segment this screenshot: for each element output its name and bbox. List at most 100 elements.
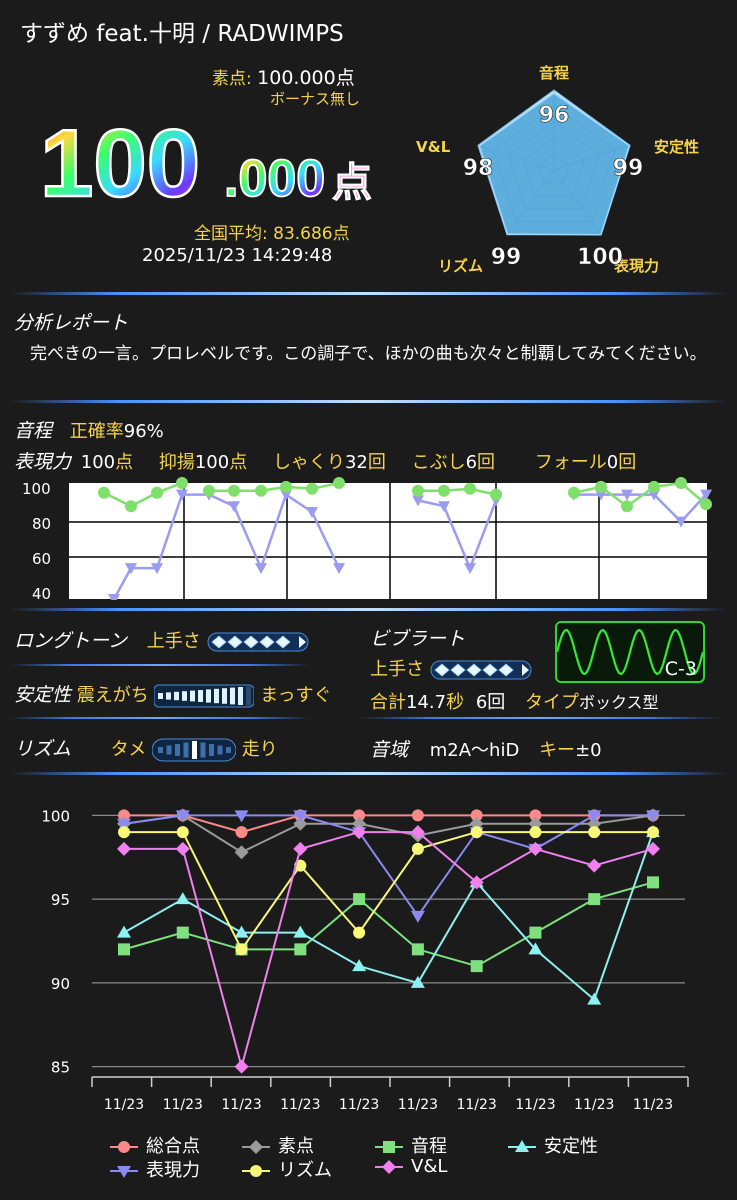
history-point bbox=[470, 809, 483, 822]
history-point bbox=[411, 809, 424, 822]
history-y-tick: 90 bbox=[51, 975, 70, 993]
history-point bbox=[587, 810, 602, 823]
history-point bbox=[118, 826, 130, 839]
expression-line bbox=[112, 492, 341, 600]
pitch-chart-bg bbox=[69, 483, 707, 599]
history-point bbox=[646, 810, 660, 823]
pitch-marker bbox=[151, 486, 163, 499]
pitch-marker bbox=[176, 477, 188, 489]
meter-diamond bbox=[258, 635, 275, 649]
meter-bar bbox=[230, 687, 236, 705]
meter-bar bbox=[174, 744, 180, 756]
history-point bbox=[175, 810, 190, 823]
total-score-int: 100 bbox=[40, 110, 200, 214]
meter-bar bbox=[200, 742, 206, 758]
history-series bbox=[117, 825, 660, 1074]
vibrato-total-label: 合計 bbox=[370, 692, 406, 713]
legend-marker bbox=[117, 1166, 131, 1178]
history-x-tick: 11/23 bbox=[339, 1097, 379, 1113]
radar-value-vl: 98 bbox=[463, 156, 494, 181]
divider bbox=[10, 400, 727, 403]
expression-line bbox=[417, 499, 498, 572]
meter-diamond bbox=[466, 663, 482, 677]
radar-label-vl: V&L bbox=[416, 138, 451, 156]
expression-marker bbox=[151, 563, 163, 575]
history-point bbox=[234, 845, 249, 860]
history-point bbox=[234, 925, 249, 938]
expression-marker bbox=[255, 563, 267, 575]
longtone-heading: ロングトーン bbox=[14, 630, 128, 652]
pitch-marker bbox=[98, 486, 110, 499]
expression-marker bbox=[280, 489, 292, 501]
pitch-chart-tick: 40 bbox=[32, 585, 51, 600]
vibrato-skill-row: 上手さ bbox=[370, 655, 532, 681]
meter-bar bbox=[166, 692, 172, 700]
fall-unit: 回 bbox=[618, 452, 637, 473]
history-x-tick: 11/23 bbox=[574, 1097, 614, 1113]
legend-marker bbox=[382, 1160, 396, 1174]
divider bbox=[10, 664, 310, 666]
meter-bar bbox=[182, 691, 188, 701]
meter-diamond bbox=[482, 663, 498, 677]
history-point bbox=[353, 893, 366, 906]
history-point bbox=[293, 810, 308, 823]
rhythm-meter bbox=[151, 738, 236, 762]
meter-tip bbox=[521, 664, 529, 676]
longtone-row: ロングトーン 上手さ bbox=[14, 626, 309, 653]
kobushi-value: 6 bbox=[465, 452, 478, 473]
legend-item: リズム bbox=[242, 1156, 332, 1182]
song-title: すずめ feat.十明 / RADWIMPS bbox=[20, 21, 344, 47]
legend-marker bbox=[250, 1165, 262, 1177]
vibrato-type-label: タイプ bbox=[525, 692, 579, 713]
pitch-marker bbox=[333, 477, 345, 489]
legend-label: 総合点 bbox=[146, 1136, 200, 1157]
expression-marker bbox=[333, 563, 345, 575]
vibrato-wave-box: C-3 bbox=[555, 621, 705, 683]
history-point bbox=[118, 943, 130, 956]
meter-diamond bbox=[210, 635, 227, 649]
expression-value: 100 bbox=[80, 452, 116, 473]
vibrato-waveform bbox=[555, 628, 705, 676]
history-x-tick: 11/23 bbox=[398, 1097, 438, 1113]
history-point bbox=[175, 841, 190, 856]
legend-item: 音程 bbox=[375, 1132, 447, 1158]
legend-swatch bbox=[508, 1140, 536, 1152]
divider bbox=[360, 717, 720, 719]
range-heading: 音域 bbox=[370, 739, 409, 761]
radar-value-stability: 99 bbox=[613, 156, 644, 181]
total-score-dec: .000 bbox=[224, 150, 325, 208]
history-point bbox=[470, 826, 483, 839]
raw-score-label: 素点: bbox=[212, 69, 252, 89]
vibrato-total-value: 14.7 bbox=[406, 692, 447, 713]
radar-value-rhythm: 99 bbox=[491, 245, 522, 270]
history-x-tick: 11/23 bbox=[163, 1097, 203, 1113]
stability-row: 安定性 震えがち まっすぐ bbox=[14, 680, 332, 708]
history-point bbox=[588, 893, 601, 906]
expression-marker bbox=[125, 563, 137, 575]
meter-bar bbox=[191, 741, 197, 759]
history-point bbox=[117, 841, 131, 856]
divider bbox=[10, 292, 727, 295]
history-point bbox=[410, 975, 425, 988]
history-point bbox=[587, 992, 602, 1005]
pitch-marker bbox=[464, 482, 476, 495]
history-point bbox=[117, 818, 131, 831]
history-point bbox=[353, 926, 366, 939]
history-y-tick: 100 bbox=[41, 807, 70, 825]
legend-swatch bbox=[375, 1141, 403, 1153]
radar-area bbox=[478, 92, 631, 236]
legend-label: 素点 bbox=[278, 1136, 314, 1157]
vibrato-total-unit: 秒 bbox=[446, 692, 465, 713]
history-point bbox=[528, 841, 543, 856]
vibrato-type-value: ボックス型 bbox=[579, 693, 659, 712]
meter-bar bbox=[225, 747, 231, 753]
meter-diamond bbox=[226, 635, 243, 649]
expression-heading: 表現力 bbox=[14, 451, 72, 473]
history-point bbox=[411, 842, 424, 855]
pitch-accuracy-value: 96% bbox=[123, 421, 164, 442]
legend-label: V&L bbox=[411, 1156, 448, 1177]
radar-label-rhythm: リズム bbox=[438, 257, 483, 275]
pitch-line bbox=[103, 481, 183, 508]
fall-value: 0 bbox=[606, 452, 619, 473]
history-point bbox=[528, 942, 543, 955]
